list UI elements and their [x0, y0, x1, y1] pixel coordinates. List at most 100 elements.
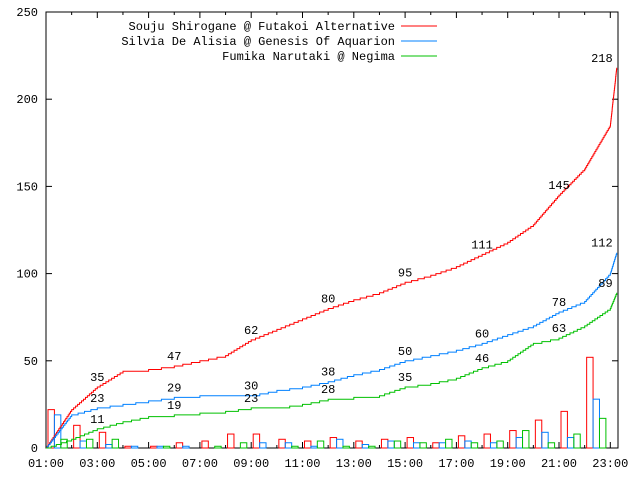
legend: Souju Shirogane @ Futakoi AlternativeSil…: [121, 20, 437, 64]
hourly-bar: [432, 442, 440, 449]
hourly-bar: [464, 440, 472, 449]
x-tick-label: 05:00: [131, 457, 167, 471]
data-labels: 35 47 62 80 95 111 145 218 23 29 30 38 50 60 78 112 11 19…: [90, 52, 613, 427]
data-label: 46: [475, 352, 489, 366]
series-line: [46, 67, 618, 449]
data-label: 35: [398, 371, 412, 385]
data-label: 60: [475, 327, 489, 341]
data-label: 112: [591, 237, 613, 251]
hourly-bar: [214, 445, 222, 449]
hourly-bar: [586, 356, 594, 449]
hourly-bar: [284, 442, 293, 449]
hourly-bar: [355, 440, 363, 449]
y-tick-label: 150: [16, 180, 38, 194]
hourly-bar: [534, 419, 543, 449]
hourly-bar: [329, 437, 338, 449]
y-tick-label: 0: [31, 442, 38, 456]
hourly-bar: [259, 442, 267, 449]
hourly-bar: [60, 438, 68, 449]
hourly-bar: [85, 438, 94, 449]
data-label: 80: [321, 292, 335, 306]
data-label: 218: [591, 52, 613, 66]
y-tick-label: 250: [16, 6, 38, 20]
hourly-bar: [304, 440, 312, 449]
x-tick-label: 11:00: [284, 457, 320, 471]
data-label: 11: [90, 413, 104, 427]
x-tick-label: 01:00: [28, 457, 64, 471]
series-line: [46, 292, 618, 449]
data-label: 38: [321, 366, 335, 380]
x-tick-label: 07:00: [182, 457, 218, 471]
data-label: 29: [167, 381, 181, 395]
hourly-bar: [489, 442, 498, 449]
hourly-bar: [227, 433, 235, 449]
data-label: 63: [552, 322, 566, 336]
hourly-bar: [182, 445, 190, 449]
data-label: 30: [244, 380, 258, 394]
hourly-bar: [483, 433, 491, 449]
x-tick-label: 09:00: [233, 457, 269, 471]
x-tick-label: 17:00: [438, 457, 474, 471]
x-tick-label: 13:00: [336, 457, 372, 471]
x-tick-label: 15:00: [387, 457, 423, 471]
hourly-bars: [47, 356, 607, 449]
hourly-bar: [387, 440, 395, 449]
legend-label: Souju Shirogane @ Futakoi Alternative: [129, 20, 395, 34]
hourly-bar: [380, 438, 389, 449]
hourly-bar: [566, 437, 575, 449]
hourly-bar: [547, 442, 556, 449]
legend-label: Fumika Narutaki @ Negima: [222, 50, 395, 64]
data-label: 78: [552, 296, 566, 310]
hourly-bar: [130, 445, 139, 449]
hourly-bar: [98, 431, 107, 449]
x-tick-label: 21:00: [541, 457, 577, 471]
hourly-bar: [111, 438, 120, 449]
data-label: 35: [90, 371, 104, 385]
hourly-bar: [105, 444, 113, 449]
hourly-bar: [515, 437, 524, 449]
hourly-bar: [419, 442, 427, 449]
data-label: 23: [244, 392, 258, 406]
hourly-bar: [496, 440, 504, 449]
data-label: 23: [90, 392, 104, 406]
y-tick-label: 100: [16, 268, 38, 282]
hourly-bar: [201, 440, 209, 449]
hourly-bar: [406, 437, 415, 449]
data-label: 111: [471, 238, 493, 252]
hourly-bar: [361, 444, 370, 449]
data-label: 47: [167, 350, 181, 364]
data-label: 62: [244, 324, 258, 338]
hourly-bar: [150, 445, 158, 449]
hourly-bar: [310, 445, 318, 449]
hourly-bar: [291, 445, 299, 449]
hourly-bar: [592, 398, 600, 449]
hourly-bar: [336, 438, 344, 449]
hourly-bar: [509, 430, 517, 449]
hourly-bar: [560, 410, 568, 449]
hourly-bar: [470, 442, 479, 449]
x-tick-label: 19:00: [490, 457, 526, 471]
hourly-bar: [53, 414, 62, 449]
series-line: [46, 252, 618, 449]
hourly-bar: [522, 430, 530, 449]
data-label: 19: [167, 399, 181, 413]
hourly-bar: [541, 431, 549, 449]
data-label: 28: [321, 383, 335, 397]
hourly-bar: [156, 445, 164, 449]
data-label: 145: [548, 179, 570, 193]
legend-label: Silvia De Alisia @ Genesis Of Aquarion: [121, 35, 395, 49]
series-lines: [46, 67, 618, 449]
hourly-bar: [278, 438, 286, 449]
x-tick-label: 23:00: [592, 457, 628, 471]
x-tick-label: 03:00: [79, 457, 115, 471]
hourly-bar: [342, 445, 350, 449]
hourly-bar: [368, 445, 376, 449]
hourly-bar: [445, 438, 453, 449]
hourly-bar: [162, 445, 171, 449]
data-label: 95: [398, 266, 412, 280]
y-tick-label: 200: [16, 93, 38, 107]
data-label: 89: [598, 277, 612, 291]
hourly-bar: [413, 442, 421, 449]
hourly-bar: [239, 442, 248, 449]
